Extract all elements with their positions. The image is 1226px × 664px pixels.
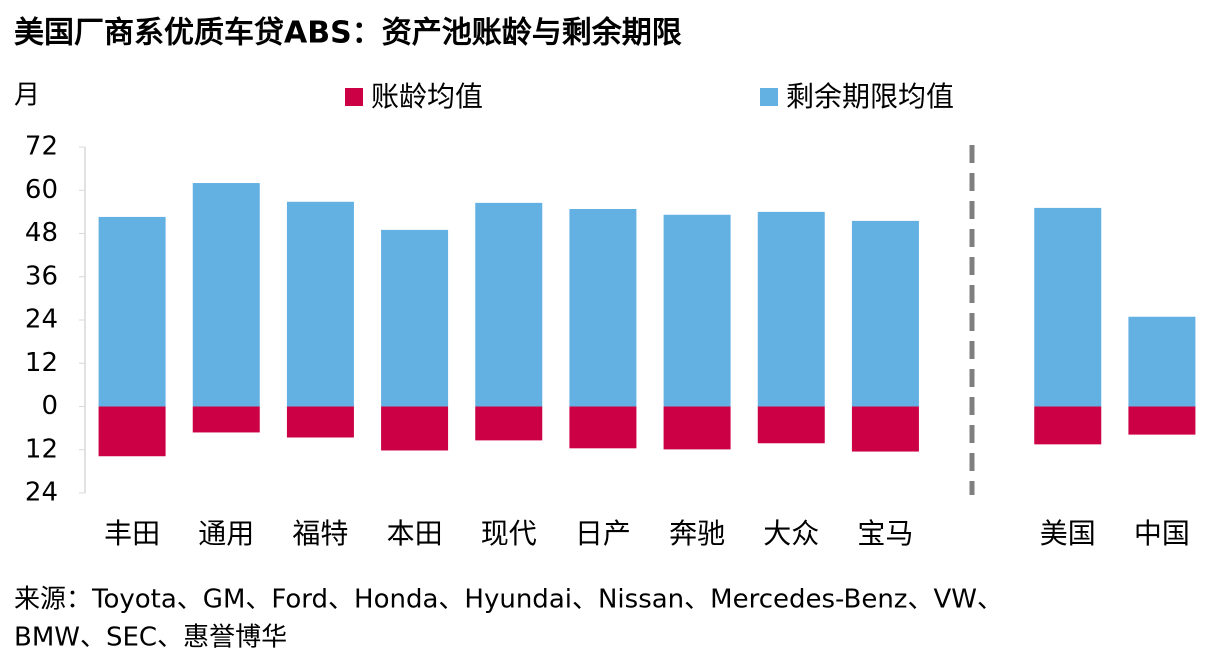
bar xyxy=(757,406,825,444)
x-tick-label: 丰田 xyxy=(104,517,160,550)
x-tick-label: 美国 xyxy=(1040,517,1096,550)
bar xyxy=(663,214,731,407)
source-line: 来源：Toyota、GM、Ford、Honda、Hyundai、Nissan、M… xyxy=(14,585,1003,615)
bar xyxy=(475,406,543,441)
bar xyxy=(98,406,166,457)
x-tick-label: 日产 xyxy=(575,517,631,550)
x-tick-label: 通用 xyxy=(198,517,254,550)
y-tick-label: 48 xyxy=(25,218,58,248)
legend-swatch xyxy=(760,88,778,106)
bar xyxy=(286,201,354,407)
bar xyxy=(569,406,637,449)
y-tick-label: 24 xyxy=(25,478,58,508)
bar xyxy=(286,406,354,438)
bar xyxy=(381,229,449,407)
y-axis-label: 月 xyxy=(14,81,40,111)
legend-label: 剩余期限均值 xyxy=(786,80,954,113)
x-tick-label: 奔驰 xyxy=(669,517,725,550)
bar xyxy=(1034,207,1102,407)
bar xyxy=(1128,406,1196,435)
x-tick-label: 宝马 xyxy=(857,517,913,550)
bar xyxy=(192,406,260,433)
bar xyxy=(851,406,919,452)
bar xyxy=(475,202,543,407)
bar xyxy=(851,220,919,407)
bar xyxy=(1128,316,1196,407)
y-tick-label: 60 xyxy=(25,175,58,205)
y-tick-label: 36 xyxy=(25,261,58,291)
x-tick-label: 中国 xyxy=(1134,517,1190,550)
bar xyxy=(663,406,731,450)
legend-swatch xyxy=(345,88,363,106)
bar xyxy=(98,216,166,407)
x-tick-label: 福特 xyxy=(292,517,348,550)
bar xyxy=(757,211,825,407)
bar xyxy=(1034,406,1102,445)
source-line: BMW、SEC、惠誉博华 xyxy=(14,623,287,653)
x-tick-label: 大众 xyxy=(763,517,819,550)
y-tick-label: 0 xyxy=(41,391,58,421)
chart-title: 美国厂商系优质车贷ABS：资产池账龄与剩余期限 xyxy=(14,16,682,51)
y-tick-label: 12 xyxy=(25,434,58,464)
legend-label: 账龄均值 xyxy=(371,80,483,113)
bar xyxy=(192,183,260,407)
bar xyxy=(381,406,449,451)
bar xyxy=(569,208,637,407)
y-tick-label: 24 xyxy=(25,305,58,335)
y-tick-label: 72 xyxy=(25,132,58,162)
y-tick-label: 12 xyxy=(25,348,58,378)
x-tick-label: 本田 xyxy=(387,517,443,550)
x-tick-label: 现代 xyxy=(481,517,537,550)
